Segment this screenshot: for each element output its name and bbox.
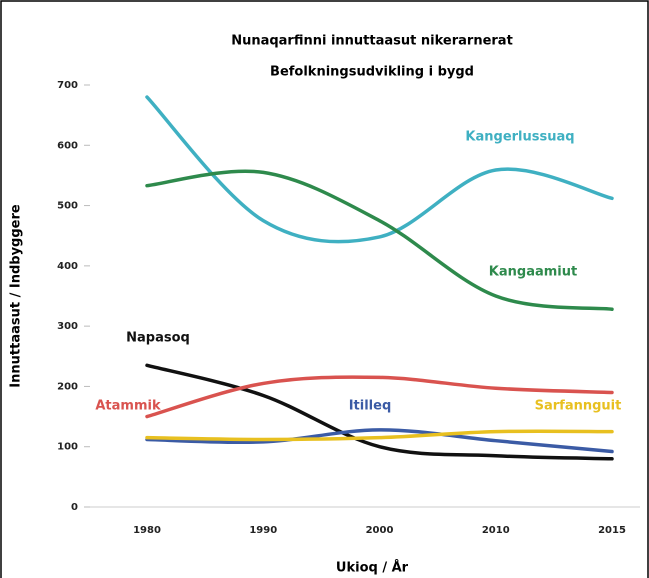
chart-title: Nunaqarfinni innuttaasut nikerarnerat (231, 34, 513, 49)
y-tick-label: 0 (71, 502, 78, 513)
x-tick-label: 2000 (366, 525, 394, 536)
y-tick-label: 300 (57, 321, 78, 332)
y-tick-label: 500 (57, 201, 78, 212)
series-label: Sarfannguit (535, 399, 622, 414)
x-tick-label: 2010 (482, 525, 510, 536)
x-tick-label: 2015 (598, 525, 626, 536)
x-axis-label: Ukioq / År (336, 560, 409, 576)
y-axis-label: Innuttaasut / Indbyggere (9, 204, 24, 388)
series-line (145, 95, 614, 244)
x-tick-label: 1990 (249, 525, 277, 536)
series-label: Atammik (95, 399, 161, 414)
y-tick-label: 700 (57, 80, 78, 91)
x-tick-label: 1980 (133, 525, 161, 536)
series-label: Kangaamiut (489, 265, 577, 280)
chart-subtitle: Befolkningsudvikling i bygd (270, 65, 474, 80)
series-line (145, 429, 614, 442)
series-label: Itilleq (349, 399, 392, 414)
series-label: Napasoq (126, 331, 190, 346)
y-tick-label: 100 (57, 442, 78, 453)
y-tick-label: 200 (57, 381, 78, 392)
series-line (145, 428, 614, 454)
y-tick-label: 600 (57, 140, 78, 151)
series-line (145, 169, 614, 312)
series-line (145, 375, 614, 419)
series-line (145, 363, 614, 461)
y-tick-label: 400 (57, 261, 78, 272)
series-label: Kangerlussuaq (465, 130, 574, 145)
